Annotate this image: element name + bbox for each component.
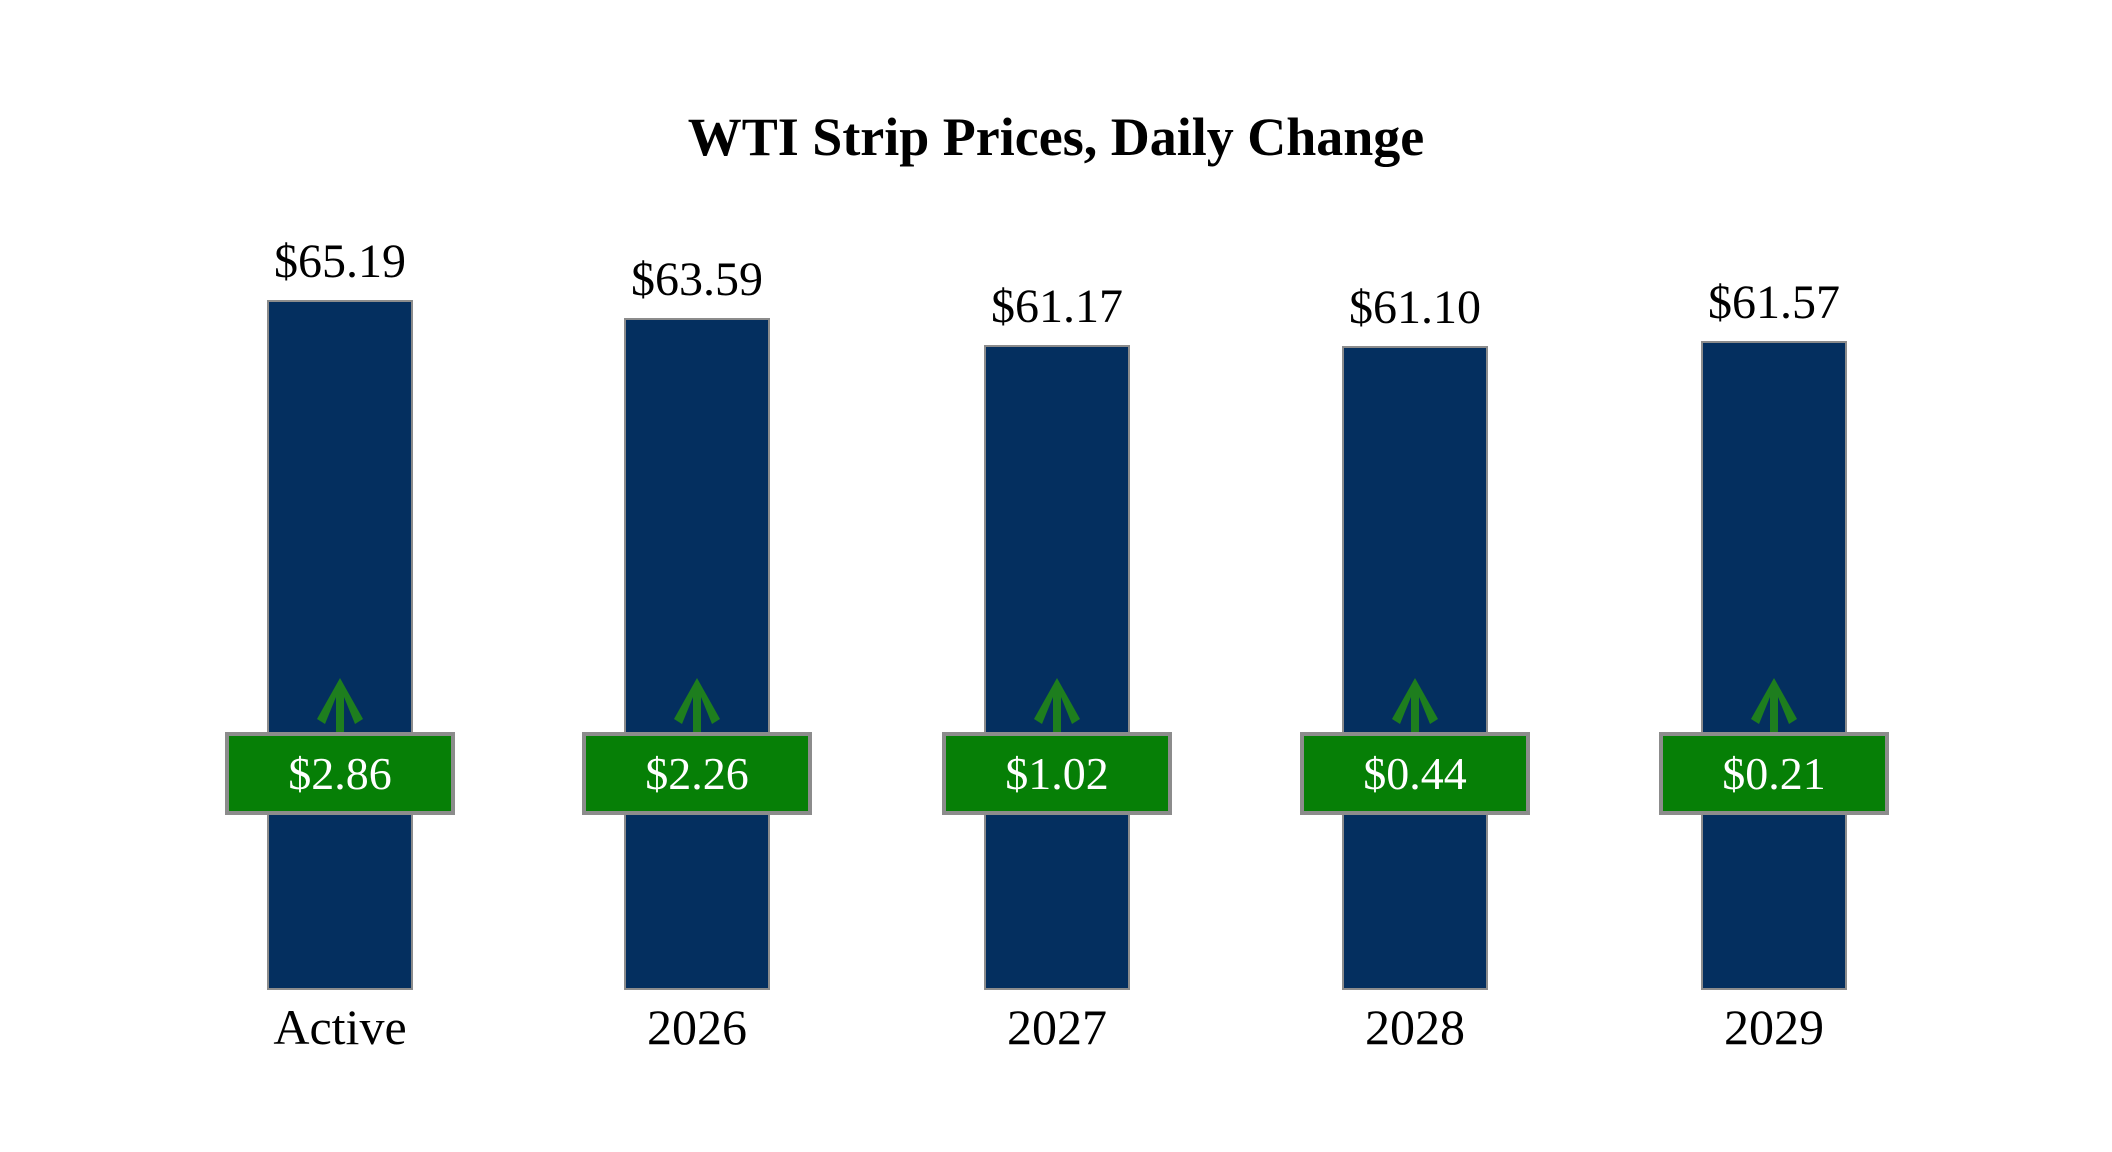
bar-group-2026: $63.59 $2.26 2026	[518, 0, 876, 1152]
category-label: 2028	[1365, 999, 1465, 1055]
bar-group-2028: $61.10 $0.44 2028	[1236, 0, 1594, 1152]
bar-group-2027: $61.17 $1.02 2027	[878, 0, 1236, 1152]
change-badge: $0.21	[1659, 732, 1889, 815]
chart-title: WTI Strip Prices, Daily Change	[687, 107, 1425, 167]
strip-price-bar	[1342, 346, 1488, 990]
up-arrow-icon	[674, 678, 720, 736]
strip-price-bar	[984, 345, 1130, 990]
price-label: $63.59	[631, 253, 763, 306]
change-badge: $1.02	[942, 732, 1172, 815]
price-label: $61.17	[991, 280, 1123, 333]
strip-price-bar	[267, 300, 413, 990]
category-label: 2029	[1724, 999, 1824, 1055]
up-arrow-icon	[317, 678, 363, 736]
change-label: $1.02	[1005, 748, 1109, 799]
strip-price-bar	[624, 318, 770, 990]
change-label: $0.21	[1722, 748, 1826, 799]
change-label: $2.26	[645, 748, 749, 799]
change-badge: $2.86	[225, 732, 455, 815]
price-label: $61.10	[1349, 281, 1481, 334]
bar-group-2029: $61.57 $0.21 2029	[1595, 0, 1953, 1152]
price-label: $61.57	[1708, 276, 1840, 329]
change-badge: $2.26	[582, 732, 812, 815]
up-arrow-icon	[1392, 678, 1438, 736]
category-label: 2026	[647, 999, 747, 1055]
change-label: $2.86	[288, 748, 392, 799]
price-label: $65.19	[274, 235, 406, 288]
strip-price-bar	[1701, 341, 1847, 990]
up-arrow-icon	[1751, 678, 1797, 736]
bar-group-active: $65.19 $2.86 Active	[161, 0, 519, 1152]
up-arrow-icon	[1034, 678, 1080, 736]
change-label: $0.44	[1363, 748, 1467, 799]
category-label: 2027	[1007, 999, 1107, 1055]
change-badge: $0.44	[1300, 732, 1530, 815]
category-label: Active	[273, 999, 407, 1055]
